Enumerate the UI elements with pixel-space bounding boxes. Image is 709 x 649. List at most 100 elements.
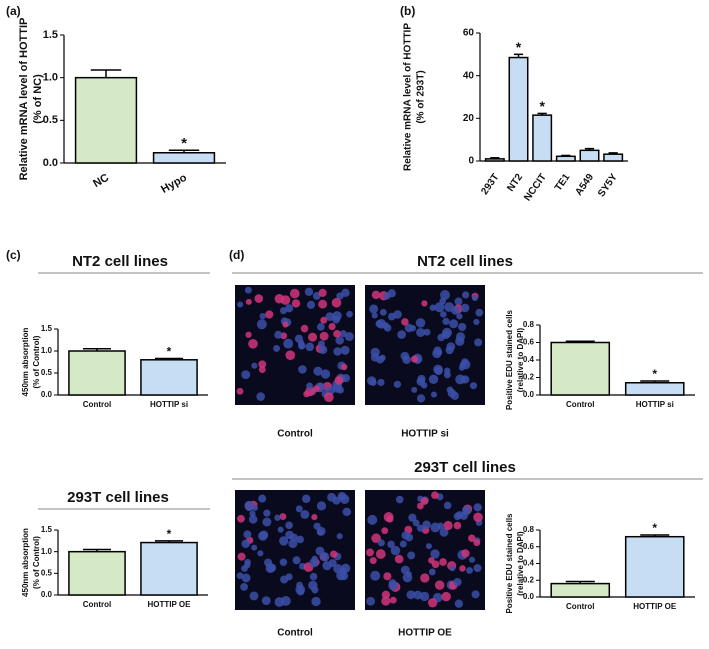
cell-nucleus: [248, 338, 258, 349]
cell-nucleus: [406, 590, 416, 600]
cell-nucleus: [441, 591, 451, 602]
cell-nucleus: [328, 559, 337, 568]
cell-nucleus: [449, 319, 459, 329]
cell-nucleus: [318, 345, 328, 354]
cell-nucleus: [389, 596, 397, 604]
bar: [624, 535, 685, 598]
cell-nucleus: [258, 366, 266, 373]
cell-nucleus: [256, 392, 266, 401]
cell-nucleus: [294, 334, 304, 343]
panel-label: (c): [6, 248, 21, 262]
cell-nucleus: [367, 376, 377, 386]
cell-nucleus: [469, 382, 478, 390]
y-axis-label: (% of NC): [32, 74, 44, 124]
cell-nucleus: [279, 307, 287, 315]
significance: *: [167, 527, 172, 541]
cell-nucleus: [409, 324, 417, 332]
cell-nucleus: [291, 299, 301, 308]
x-tick-label: 293T: [479, 172, 501, 197]
cell-nucleus: [318, 288, 327, 297]
cell-nucleus: [461, 505, 472, 516]
cell-nucleus: [241, 539, 251, 548]
cell-nucleus: [316, 526, 326, 536]
cell-nucleus: [259, 530, 269, 540]
cell-nucleus: [282, 321, 289, 328]
cell-nucleus: [285, 350, 296, 361]
cell-nucleus: [318, 299, 328, 309]
cell-nucleus: [419, 591, 430, 602]
cell-nucleus: [315, 546, 325, 556]
cell-nucleus: [305, 342, 315, 352]
y-tick-label: 0.2: [523, 373, 535, 382]
cell-nucleus: [366, 596, 376, 606]
cell-nucleus: [280, 596, 291, 606]
cell-nucleus: [474, 338, 483, 347]
cell-nucleus: [328, 322, 336, 331]
cell-nucleus: [428, 374, 439, 385]
bar: [484, 158, 505, 162]
cell-nucleus: [442, 327, 452, 338]
cell-nucleus: [446, 342, 456, 352]
y-axis-label: 450nm absorption: [21, 327, 30, 396]
cell-nucleus: [367, 514, 378, 525]
cell-nucleus: [375, 549, 386, 559]
cell-nucleus: [245, 298, 252, 305]
cell-nucleus: [251, 362, 258, 369]
cell-nucleus: [236, 572, 244, 579]
cell-nucleus: [265, 310, 274, 319]
x-tick-label: Hypo: [159, 172, 189, 196]
y-tick-label: 1.5: [41, 324, 53, 333]
cell-nucleus: [300, 324, 309, 333]
cell-nucleus: [320, 316, 328, 324]
bar: [74, 76, 138, 164]
cell-nucleus: [381, 596, 391, 606]
cell-nucleus: [443, 501, 452, 510]
cell-nucleus: [243, 530, 252, 539]
cell-nucleus: [333, 330, 341, 338]
cell-nucleus: [442, 317, 450, 326]
section-title: NT2 cell lines: [72, 253, 168, 270]
cell-nucleus: [420, 573, 430, 583]
cell-nucleus: [339, 494, 350, 504]
bar: [152, 152, 216, 164]
cell-nucleus: [453, 521, 462, 530]
cell-nucleus: [292, 556, 301, 565]
cell-nucleus: [340, 345, 350, 355]
cell-nucleus: [346, 310, 353, 318]
cell-nucleus: [336, 570, 346, 581]
cell-nucleus: [399, 540, 407, 548]
cell-nucleus: [461, 549, 470, 558]
cell-nucleus: [316, 501, 327, 511]
cell-nucleus: [279, 558, 288, 566]
cell-nucleus: [377, 378, 385, 387]
cell-nucleus: [257, 550, 264, 557]
y-tick-label: 0.4: [523, 355, 535, 364]
cell-nucleus: [383, 572, 392, 581]
cell-nucleus: [318, 340, 326, 348]
cell-nucleus: [443, 371, 451, 379]
cell-nucleus: [422, 520, 431, 529]
cell-nucleus: [473, 564, 482, 573]
section-title: 293T cell lines: [67, 489, 169, 506]
cell-nucleus: [437, 333, 445, 342]
cell-nucleus: [434, 580, 445, 590]
cell-nucleus: [304, 287, 314, 296]
y-tick-label: 40: [463, 70, 475, 81]
y-axis-label: (% of Control): [32, 335, 41, 388]
bar: [532, 114, 553, 162]
x-tick-label: Control: [566, 400, 594, 409]
y-tick-label: 0.5: [41, 568, 53, 577]
y-axis-label: Positive EDU stained cells: [505, 309, 514, 410]
cell-nucleus: [401, 531, 410, 540]
cell-nucleus: [431, 491, 439, 500]
cell-nucleus: [423, 328, 431, 336]
cell-nucleus: [375, 319, 384, 328]
image-caption: HOTTIP OE: [398, 628, 452, 639]
cell-nucleus: [447, 388, 457, 398]
y-tick-label: 1.0: [41, 346, 53, 355]
cell-nucleus: [421, 300, 428, 307]
cell-nucleus: [245, 331, 252, 338]
y-tick-label: 0.0: [41, 390, 53, 399]
cell-nucleus: [443, 520, 453, 531]
cell-nucleus: [240, 583, 248, 591]
